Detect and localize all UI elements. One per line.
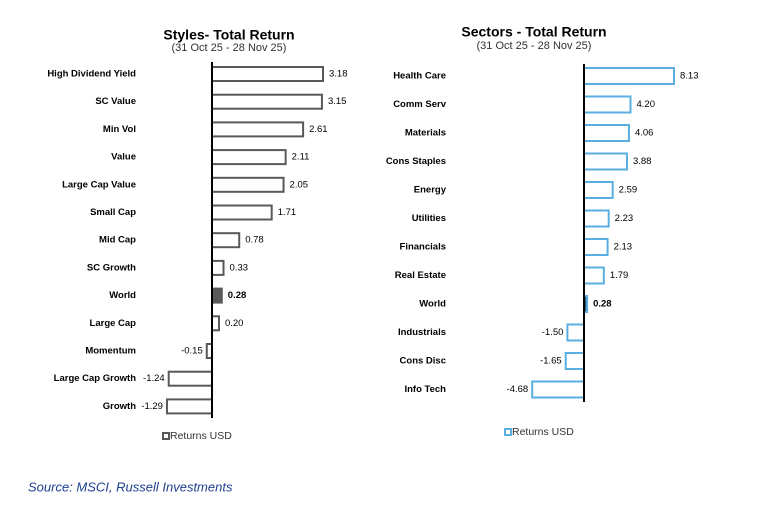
value-label: 4.06 xyxy=(635,128,654,139)
category-label: Real Estate xyxy=(395,270,446,281)
value-label: 0.33 xyxy=(230,262,249,273)
value-label: 0.28 xyxy=(593,299,612,310)
bar xyxy=(211,259,225,276)
bar xyxy=(211,315,220,332)
category-label: World xyxy=(109,290,136,301)
chart-title: Styles- Total Return xyxy=(163,27,294,43)
bar xyxy=(211,66,324,82)
bar xyxy=(583,95,632,114)
category-label: Momentum xyxy=(85,346,136,357)
category-label: Comm Serv xyxy=(393,99,447,110)
bar xyxy=(211,204,273,221)
category-label: Cons Staples xyxy=(386,156,446,167)
bar xyxy=(211,287,223,304)
bar xyxy=(583,209,610,228)
bar xyxy=(531,380,586,399)
category-label: Mid Cap xyxy=(99,235,136,246)
value-label: 3.88 xyxy=(633,156,652,167)
category-label: Financials xyxy=(400,242,446,253)
bar xyxy=(564,352,585,370)
value-label: 2.05 xyxy=(290,179,309,190)
value-label: 2.59 xyxy=(619,185,638,196)
value-label: 8.13 xyxy=(680,71,699,82)
category-label: Min Vol xyxy=(103,124,136,135)
category-label: Utilities xyxy=(412,213,446,224)
category-label: Large Cap xyxy=(90,318,137,329)
value-label: 1.71 xyxy=(278,207,297,218)
bar xyxy=(165,398,213,415)
legend-label: Returns USD xyxy=(170,430,232,442)
value-label: 2.23 xyxy=(615,213,634,224)
value-label: 1.79 xyxy=(610,270,629,281)
category-label: Info Tech xyxy=(404,384,446,395)
value-label: 2.13 xyxy=(614,242,633,253)
value-label: 0.28 xyxy=(228,290,247,301)
value-label: -1.29 xyxy=(141,401,163,412)
value-label: 3.18 xyxy=(329,69,348,80)
value-label: 0.78 xyxy=(245,235,264,246)
category-label: Cons Disc xyxy=(400,356,446,367)
category-label: Energy xyxy=(414,185,447,196)
value-label: -0.15 xyxy=(181,346,203,357)
category-label: Large Cap Value xyxy=(62,179,136,190)
category-label: Growth xyxy=(103,401,136,412)
bar xyxy=(211,121,305,138)
bar xyxy=(583,181,614,199)
bar xyxy=(211,232,241,249)
bar xyxy=(583,238,609,256)
bar xyxy=(583,124,630,142)
category-label: Value xyxy=(111,152,136,163)
chart-subtitle: (31 Oct 25 - 28 Nov 25) xyxy=(477,40,592,52)
value-label: -1.65 xyxy=(540,356,562,367)
legend-label: Returns USD xyxy=(512,426,574,438)
chart-subtitle: (31 Oct 25 - 28 Nov 25) xyxy=(172,42,287,54)
category-label: High Dividend Yield xyxy=(47,69,136,80)
value-label: -4.68 xyxy=(507,384,529,395)
legend-swatch xyxy=(162,432,170,440)
value-label: 3.15 xyxy=(328,96,347,107)
bar xyxy=(583,67,675,85)
category-label: World xyxy=(419,299,446,310)
value-label: 4.20 xyxy=(636,99,655,110)
value-label: 2.61 xyxy=(309,124,328,135)
bar xyxy=(566,323,586,342)
category-label: Small Cap xyxy=(90,207,136,218)
value-label: -1.24 xyxy=(143,373,165,384)
value-label: -1.50 xyxy=(542,327,564,338)
chart-title: Sectors - Total Return xyxy=(461,24,606,40)
category-label: Large Cap Growth xyxy=(54,373,137,384)
bar xyxy=(167,370,213,387)
bar xyxy=(583,266,605,285)
category-label: SC Value xyxy=(95,96,136,107)
category-label: Materials xyxy=(405,128,446,139)
value-label: 2.11 xyxy=(292,152,310,163)
legend-swatch xyxy=(504,428,512,436)
category-label: Health Care xyxy=(393,71,446,82)
bar xyxy=(211,93,323,110)
category-label: Industrials xyxy=(398,327,446,338)
bar xyxy=(211,176,285,193)
bar xyxy=(583,152,628,171)
bar xyxy=(211,149,287,166)
value-label: 0.20 xyxy=(225,318,244,329)
source: Source: MSCI, Russell Investments xyxy=(28,479,233,494)
category-label: SC Growth xyxy=(87,262,136,273)
